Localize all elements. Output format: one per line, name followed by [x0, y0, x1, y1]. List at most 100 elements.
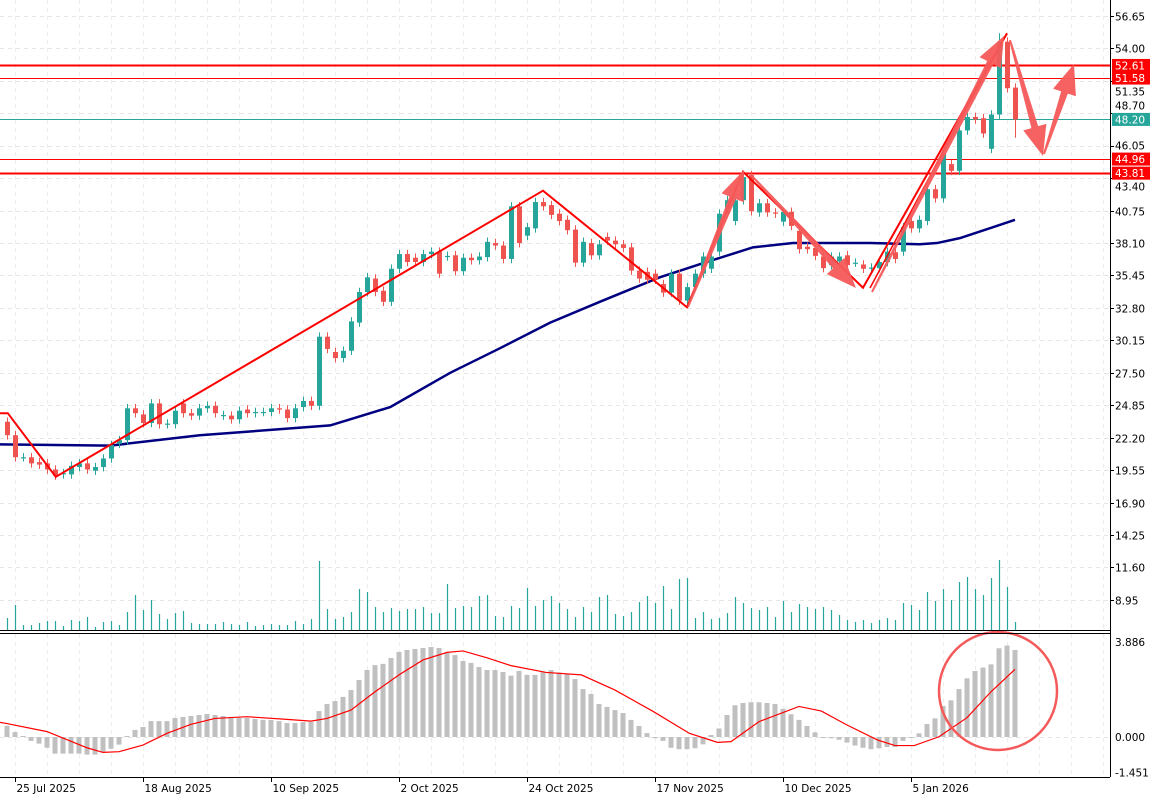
- macd-histogram-bar: [884, 737, 890, 748]
- candle-bearish: [973, 116, 978, 120]
- candle-bullish: [837, 256, 842, 262]
- candle-bearish: [813, 247, 818, 256]
- macd-histogram-bar: [476, 667, 482, 737]
- arrow-down-icon[interactable]: [1009, 39, 1047, 156]
- macd-histogram-bar: [316, 711, 322, 737]
- candle-bullish: [877, 262, 882, 269]
- candle-bearish: [621, 244, 626, 248]
- horizontal-levels[interactable]: [0, 64, 1110, 175]
- candle-bearish: [861, 264, 866, 269]
- macd-axis-label: 3.886: [1115, 637, 1145, 649]
- candle-bullish: [901, 227, 906, 252]
- candle-bullish: [989, 114, 994, 149]
- arrow-up-icon[interactable]: [871, 36, 1004, 293]
- macd-histogram-bar: [236, 717, 242, 737]
- candle-bullish: [149, 403, 154, 423]
- candle-bullish: [397, 254, 402, 269]
- macd-histogram-bar: [716, 728, 722, 737]
- macd-histogram-bar: [956, 689, 962, 737]
- macd-histogram-bar: [996, 648, 1002, 737]
- macd-histogram-bar: [260, 719, 266, 737]
- candle-bullish: [461, 257, 466, 272]
- candle-bearish: [37, 462, 42, 465]
- time-axis-label: 17 Nov 2025: [657, 783, 724, 795]
- macd-histogram-bar: [116, 737, 122, 745]
- candle-bullish: [477, 256, 482, 261]
- price-tag-label: 51.58: [1115, 73, 1145, 85]
- macd-histogram-bar: [532, 674, 538, 737]
- candles: [5, 33, 1018, 480]
- macd-histogram-bar: [508, 675, 514, 737]
- candle-bullish: [173, 410, 178, 425]
- candle-bullish: [757, 203, 762, 213]
- macd-histogram-bar: [932, 718, 938, 737]
- price-tag-label: 43.81: [1115, 168, 1145, 180]
- macd-histogram-bar: [404, 649, 410, 737]
- arrow-down-icon[interactable]: [751, 175, 856, 288]
- candle-bearish: [493, 243, 498, 246]
- candle-bearish: [453, 255, 458, 272]
- macd-histogram-bar: [252, 718, 258, 737]
- macd-histogram-bar: [764, 703, 770, 737]
- macd-histogram-bar: [828, 737, 834, 739]
- candle-bearish: [229, 415, 234, 420]
- price-axis-label: 27.50: [1115, 369, 1145, 381]
- arrow-up-icon[interactable]: [1043, 64, 1076, 155]
- macd-histogram-bar: [908, 737, 914, 738]
- macd-histogram-bar: [332, 701, 338, 737]
- time-axis-label: 10 Dec 2025: [785, 783, 852, 795]
- candle-bearish: [821, 256, 826, 269]
- candle-bearish: [437, 251, 442, 274]
- grid: [0, 0, 1110, 777]
- macd-histogram-bar: [916, 733, 922, 737]
- macd-histogram-bar: [940, 705, 946, 737]
- candle-bearish: [845, 255, 850, 266]
- annotations[interactable]: [687, 36, 1076, 752]
- candle-bearish: [805, 246, 810, 250]
- price-tag-label: 48.20: [1115, 114, 1145, 126]
- macd-histogram-bar: [556, 672, 562, 737]
- candle-bearish: [637, 270, 642, 279]
- moving-average: [0, 218, 1016, 447]
- candle-bullish: [445, 255, 450, 258]
- candle-bullish: [221, 415, 226, 417]
- macd-histogram-bar: [132, 729, 138, 737]
- macd-histogram-bar: [172, 717, 178, 737]
- price-tag-52.61: [1112, 58, 1150, 72]
- candle-bullish: [597, 244, 602, 256]
- arrow-up-icon[interactable]: [687, 170, 744, 308]
- candle-bearish: [981, 118, 986, 134]
- candle-bullish: [197, 408, 202, 416]
- macd-histogram-bar: [244, 717, 250, 737]
- time-axis-label: 25 Jul 2025: [17, 783, 76, 795]
- candle-bearish: [53, 469, 58, 476]
- candle-bearish: [949, 164, 954, 171]
- macd-histogram-bar: [436, 648, 442, 737]
- highlight-circle[interactable]: [937, 630, 1059, 752]
- candle-bullish: [165, 423, 170, 425]
- macd-histogram-bar: [628, 719, 634, 737]
- macd-histogram-bar: [308, 722, 314, 737]
- volume-bars: [6, 560, 1017, 630]
- candle-bullish: [301, 400, 306, 408]
- macd-histogram-bar: [196, 714, 202, 737]
- candle-bearish: [541, 202, 546, 207]
- macd-histogram-bar: [860, 737, 866, 748]
- candle-bullish: [77, 463, 82, 468]
- candle-bearish: [677, 273, 682, 301]
- macd-histogram-bar: [740, 703, 746, 737]
- macd-histogram-bar: [780, 708, 786, 737]
- macd-histogram-bar: [220, 715, 226, 737]
- candle-bullish: [109, 445, 114, 459]
- macd-panel: [0, 645, 1018, 755]
- candle-bullish: [917, 219, 922, 229]
- macd-histogram-bar: [124, 736, 130, 738]
- candle-bullish: [997, 41, 1002, 115]
- macd-histogram-bar: [292, 723, 298, 737]
- macd-histogram-bar: [428, 647, 434, 737]
- price-axis-label: 16.90: [1115, 499, 1145, 511]
- price-tag-51.58: [1112, 71, 1150, 85]
- candle-bearish: [1013, 87, 1018, 120]
- candle-bearish: [333, 351, 338, 359]
